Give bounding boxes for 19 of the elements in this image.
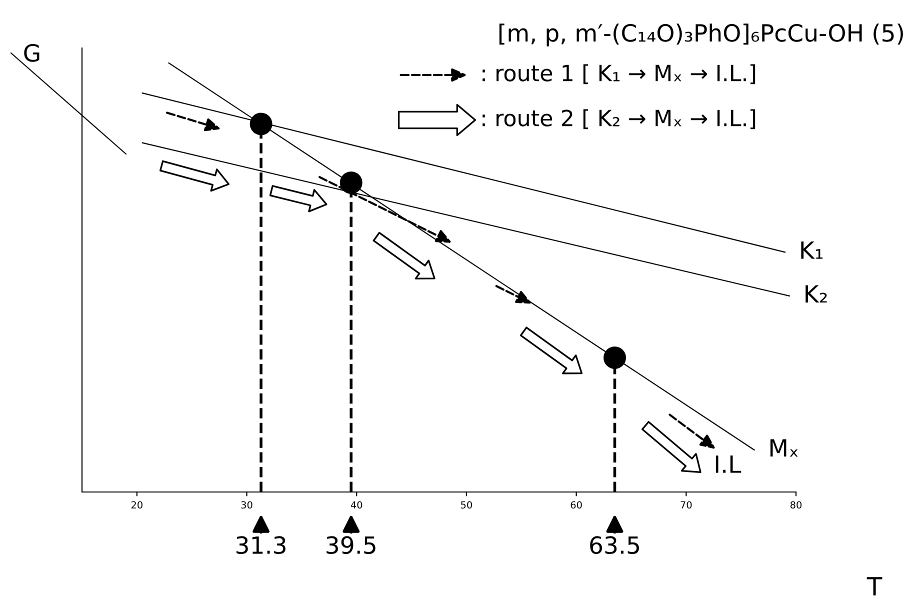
chart-title: [m, p, m′-(C₁₄O)₃PhO]₆PcCu-OH (5) bbox=[499, 24, 903, 46]
series-label: K₂ bbox=[806, 285, 827, 303]
x-tick-label: 30 bbox=[241, 501, 252, 509]
x-tick-label: 50 bbox=[461, 501, 472, 509]
x-tick-label: 80 bbox=[790, 501, 802, 509]
series-label: Mₓ bbox=[770, 439, 798, 457]
annotation: : route 1 [ K₁ → Mₓ → I.L.] bbox=[482, 64, 756, 84]
x-tick-label: 60 bbox=[570, 501, 582, 509]
x-tick-label: 20 bbox=[131, 501, 142, 509]
annotation: : route 2 [ K₂ → Mₓ → I.L.] bbox=[482, 109, 756, 130]
ref-line-label: 39.5 bbox=[326, 536, 376, 554]
x-tick-label: 70 bbox=[680, 501, 692, 509]
ref-line-label: 31.3 bbox=[236, 536, 286, 554]
ref-line-label: 63.5 bbox=[590, 536, 639, 554]
series-label: K₁ bbox=[801, 242, 823, 259]
x-tick-label: 40 bbox=[350, 501, 362, 509]
annotation: I.L bbox=[716, 456, 742, 473]
y-axis-title: G bbox=[24, 44, 40, 62]
x-axis-title: T bbox=[866, 577, 882, 596]
